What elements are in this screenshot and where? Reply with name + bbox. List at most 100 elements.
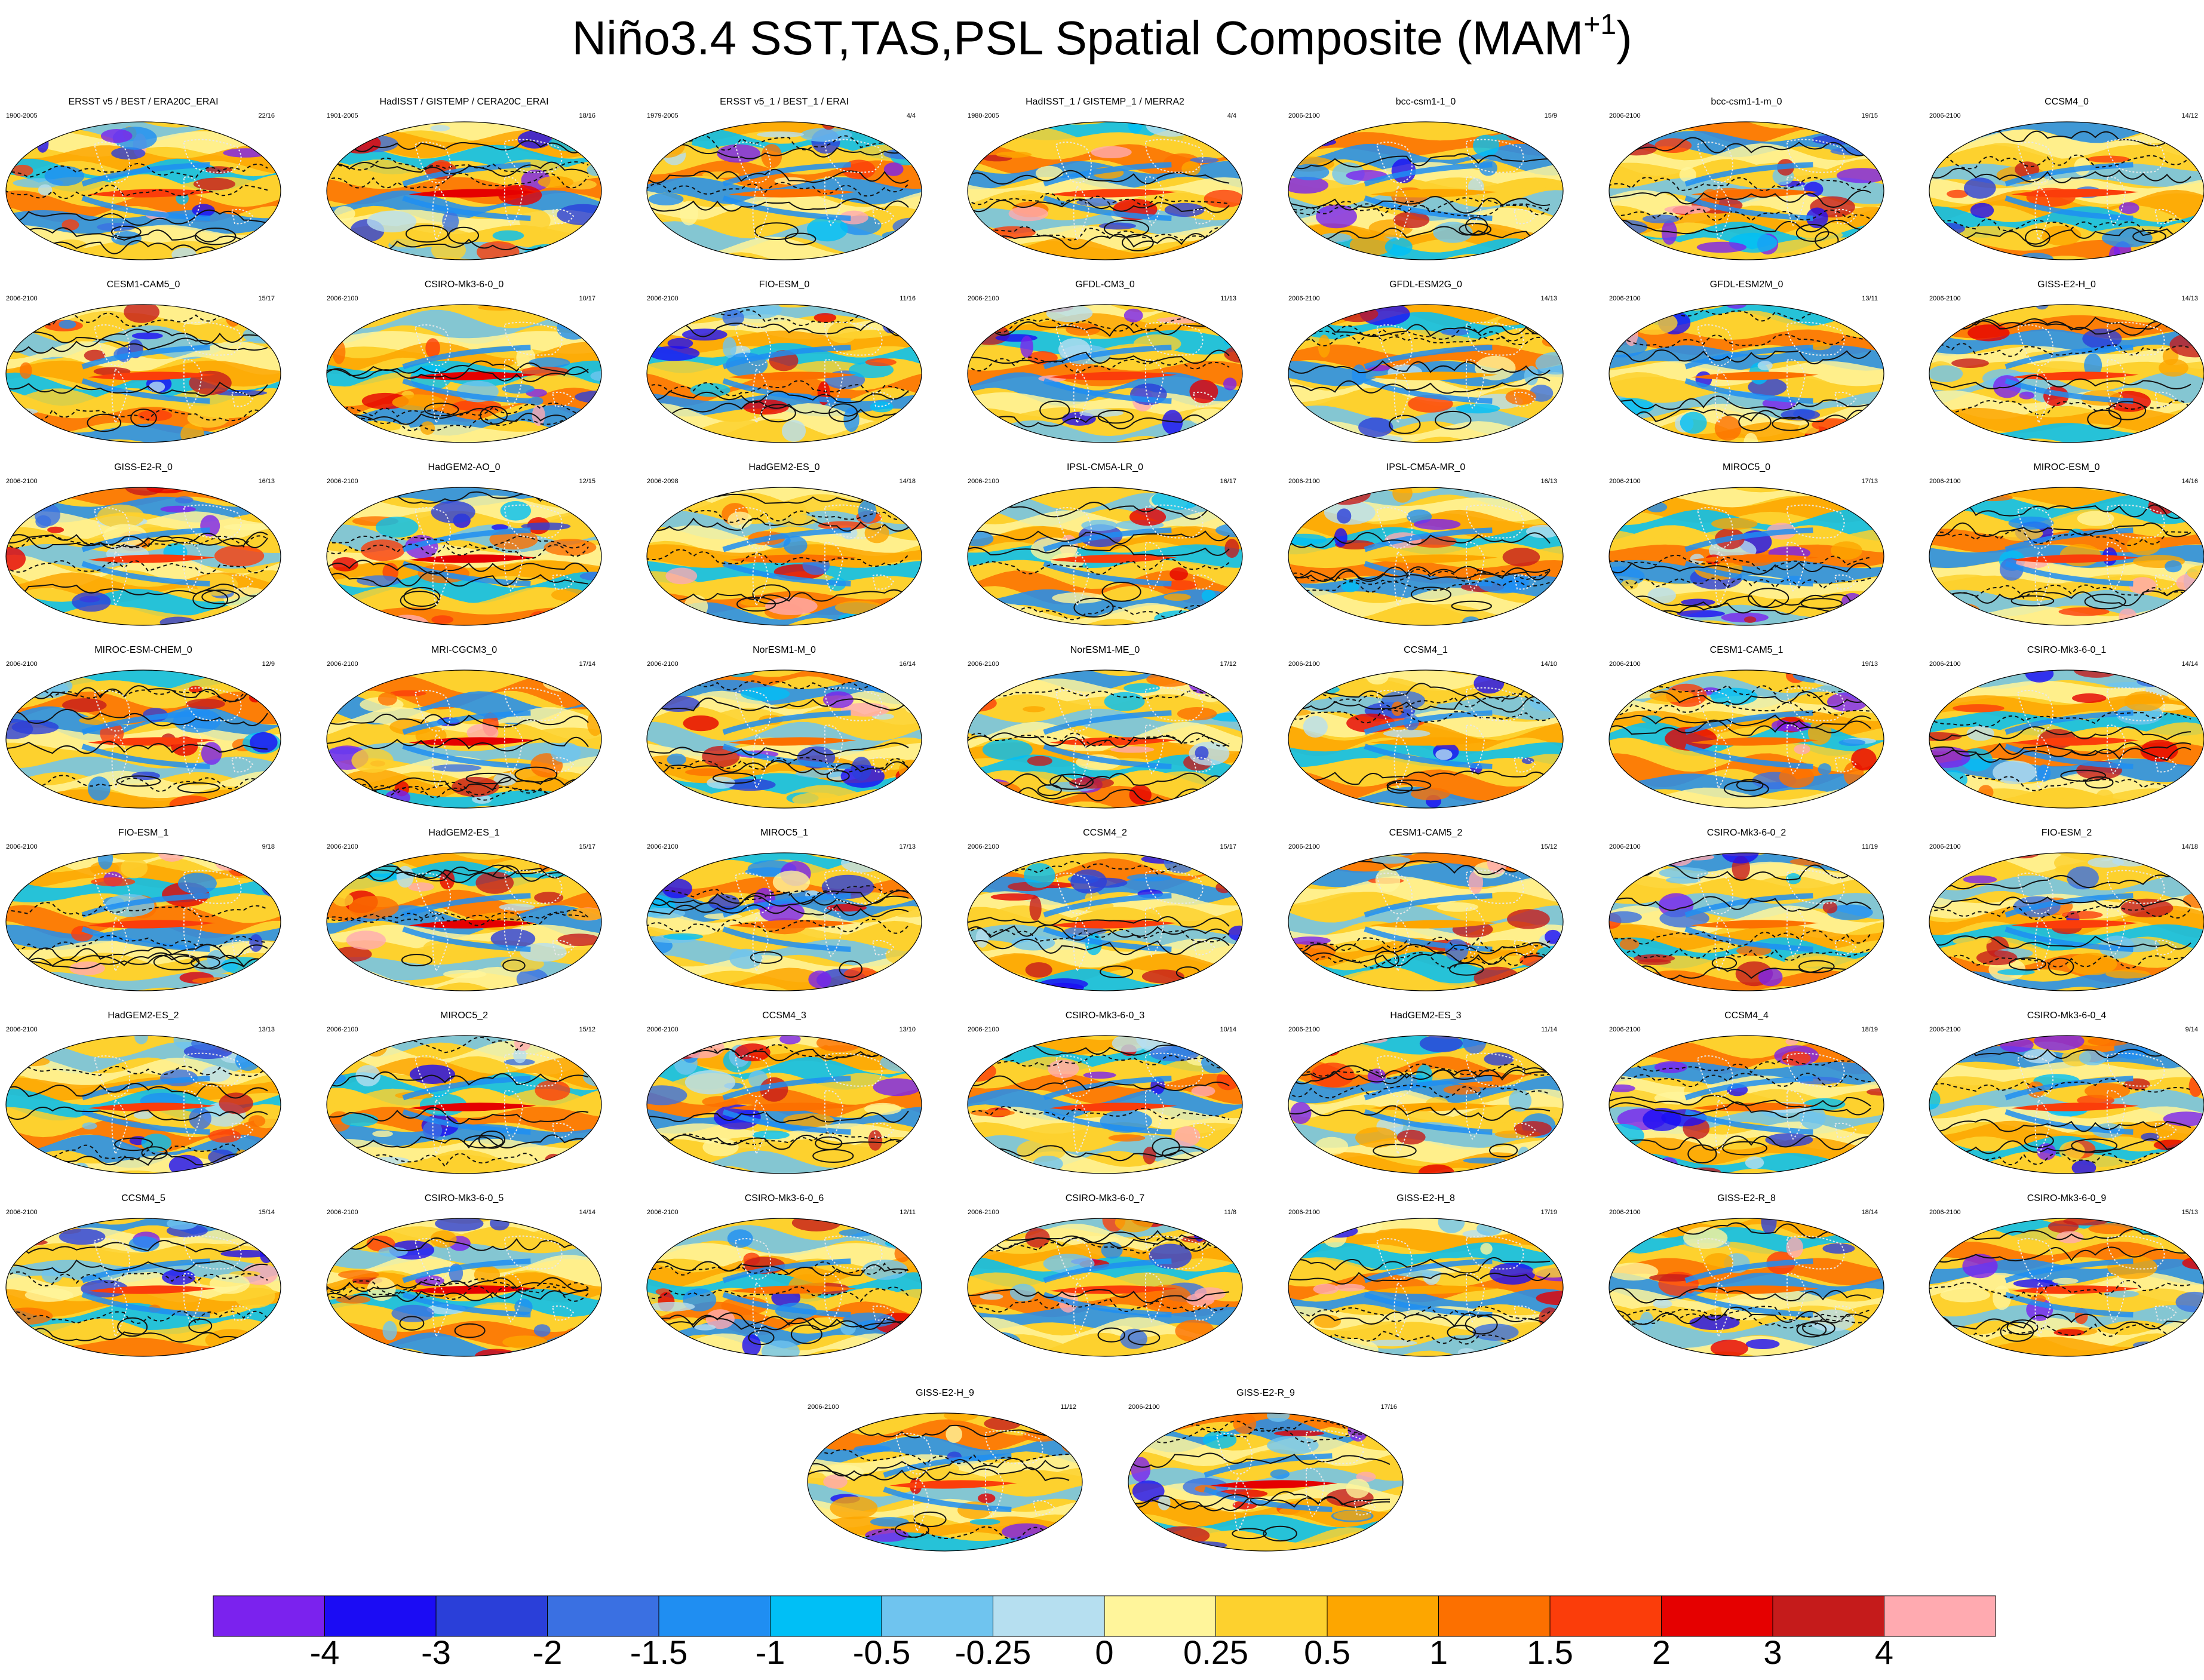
panel-years: 2006-2100 xyxy=(1288,1209,1320,1216)
anomaly-blob xyxy=(781,420,806,442)
anomaly-blob xyxy=(1104,692,1145,711)
psl-contour-closed xyxy=(424,403,459,417)
map-outline xyxy=(1929,121,2204,260)
coastline xyxy=(871,1305,895,1321)
coastline xyxy=(2034,185,2052,242)
map-composite xyxy=(1609,487,1884,626)
panel-title: ERSST v5 / BEST / ERA20C_ERAI xyxy=(68,97,219,107)
anomaly-blob xyxy=(534,892,564,904)
anomaly-band xyxy=(6,940,281,966)
anomaly-blob xyxy=(873,1078,922,1097)
anomaly-blob xyxy=(717,144,761,163)
anomaly-blob xyxy=(1838,739,1866,747)
psl-contour xyxy=(1929,1138,2191,1154)
anomaly-band xyxy=(968,721,1242,757)
anomaly-blob xyxy=(499,903,535,911)
horseshoe-anomaly xyxy=(1364,893,1493,918)
horseshoe-anomaly xyxy=(81,561,210,586)
anomaly-blob xyxy=(885,945,919,965)
map-panel: CCSM4_5 2006-2100 15/14 xyxy=(5,1193,282,1366)
anomaly-blob xyxy=(1129,785,1152,805)
coastline xyxy=(2106,870,2165,904)
psl-contour-closed xyxy=(1800,598,1843,609)
psl-contour xyxy=(647,589,909,602)
anomaly-blob xyxy=(2088,1223,2134,1234)
coastline xyxy=(1192,391,1215,407)
panel-event-count: 14/16 xyxy=(2181,478,2198,485)
anomaly-blob xyxy=(1943,122,1963,133)
anomaly-blob xyxy=(1721,612,1769,623)
psl-contour-closed xyxy=(463,1135,504,1149)
psl-contour xyxy=(647,895,909,911)
anomaly-blob xyxy=(1637,959,1671,965)
anomaly-blob xyxy=(1164,593,1191,601)
coastline xyxy=(1376,1055,1413,1097)
anomaly-blob xyxy=(865,358,897,367)
anomaly-band xyxy=(808,1436,1082,1466)
anomaly-blob xyxy=(256,122,281,130)
map-composite xyxy=(807,1412,1083,1552)
anomaly-blob xyxy=(814,313,837,323)
anomaly-blob xyxy=(2000,1037,2034,1053)
coastline xyxy=(824,724,844,775)
enso-tongue xyxy=(729,737,857,746)
anomaly-blob xyxy=(567,494,601,513)
coastline xyxy=(1465,139,1524,173)
anomaly-blob xyxy=(6,133,32,152)
panel-event-count: 17/16 xyxy=(1380,1403,1397,1411)
psl-contour xyxy=(6,952,268,968)
anomaly-blob xyxy=(679,1036,725,1059)
anomaly-blob xyxy=(435,1218,484,1231)
psl-contour xyxy=(808,1467,1070,1482)
coastline xyxy=(2106,1090,2126,1140)
anomaly-blob xyxy=(552,791,565,808)
map-outline xyxy=(967,304,1243,443)
psl-contour-closed xyxy=(141,1146,168,1160)
anomaly-blob xyxy=(1083,1071,1116,1079)
anomaly-blob xyxy=(978,1332,1021,1352)
anomaly-blob xyxy=(1531,422,1563,440)
anomaly-blob xyxy=(1654,1061,1687,1073)
psl-contour xyxy=(1609,208,1871,222)
anomaly-blob xyxy=(100,129,133,143)
anomaly-blob xyxy=(740,599,773,607)
coastline xyxy=(432,733,449,790)
anomaly-band xyxy=(808,1419,1082,1451)
horseshoe-anomaly xyxy=(2005,710,2134,735)
coastline xyxy=(93,142,130,183)
psl-contour xyxy=(1288,1331,1551,1346)
coastline xyxy=(1393,551,1411,607)
horseshoe-anomaly xyxy=(1043,926,1172,952)
anomaly-blob xyxy=(1537,607,1563,621)
map-composite xyxy=(1929,121,2204,260)
anomaly-blob xyxy=(1312,1036,1336,1052)
psl-contour xyxy=(647,904,909,917)
anomaly-blob xyxy=(2185,314,2204,328)
coastline xyxy=(414,507,451,549)
anomaly-blob xyxy=(333,206,355,221)
panel-years: 2006-2100 xyxy=(6,661,38,668)
anomaly-blob xyxy=(1413,518,1461,530)
anomaly-blob xyxy=(338,1270,379,1279)
coastline xyxy=(414,873,451,914)
anomaly-blob xyxy=(1436,902,1479,912)
coastline xyxy=(432,1282,449,1338)
anomaly-blob xyxy=(685,768,733,776)
anomaly-blob xyxy=(1993,760,2037,784)
map-panel: HadGEM2-ES_2 2006-2100 13/13 xyxy=(5,1011,282,1184)
anomaly-blob xyxy=(514,1298,533,1316)
coastline xyxy=(871,574,895,590)
anomaly-blob xyxy=(968,310,983,335)
map-outline xyxy=(646,121,922,260)
panel-years: 2006-2100 xyxy=(327,1209,358,1216)
coastline xyxy=(1786,1273,1806,1323)
anomaly-blob xyxy=(968,670,1000,685)
coastline xyxy=(1696,507,1733,549)
coastline xyxy=(1376,690,1413,732)
map-outline xyxy=(1288,852,1564,991)
horseshoe-anomaly xyxy=(1364,1258,1493,1283)
coastline xyxy=(2154,939,2177,956)
anomaly-blob xyxy=(131,332,163,340)
anomaly-blob xyxy=(1288,176,1329,194)
coastline xyxy=(1305,1467,1325,1518)
